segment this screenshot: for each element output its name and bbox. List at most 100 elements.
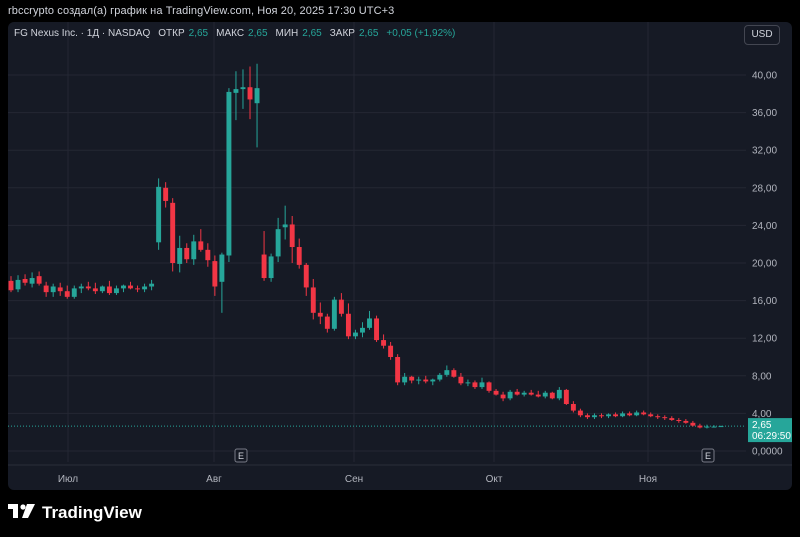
price-tick-label: 8,00 (752, 371, 772, 382)
candle-up (268, 253, 274, 282)
candle-down (303, 263, 309, 296)
candle-down (472, 380, 478, 389)
candle-body (8, 280, 14, 291)
candle-down (423, 375, 429, 384)
price-tick-label: 32,00 (752, 146, 777, 157)
candle-up (219, 252, 225, 313)
candle-body (465, 382, 471, 384)
candle-down (500, 391, 506, 402)
chart-panel[interactable]: 0,0000 4,00 8,00 12,00 16,00 20,00 24,00 28,00 3… (8, 22, 792, 490)
candle-body (324, 316, 330, 329)
candle-body (43, 285, 49, 293)
candle-body (395, 357, 401, 383)
candle-body (92, 288, 98, 292)
candle-up (15, 275, 21, 293)
candle-body (402, 376, 408, 383)
candle-down (683, 419, 689, 424)
change-value: +0,05 (+1,92%) (386, 28, 456, 39)
candle-up (142, 283, 148, 293)
candle-body (135, 288, 140, 290)
candle-up (704, 424, 710, 429)
earnings-marker-box (234, 448, 248, 463)
candle-body (592, 415, 597, 418)
candle-body (697, 425, 703, 428)
candle-body (85, 286, 91, 289)
candle-body (50, 286, 56, 293)
candle-body (662, 417, 668, 419)
candle-down (641, 410, 647, 416)
candle-up (156, 178, 162, 250)
tradingview-logo-icon (8, 503, 36, 523)
candle-body (219, 254, 225, 282)
candle-body (493, 390, 499, 395)
candle-down (613, 412, 619, 418)
candle-down (247, 66, 253, 120)
grid-lines (8, 22, 792, 466)
candle-body (409, 376, 415, 381)
candle-down (528, 389, 534, 396)
candle-body (268, 256, 274, 279)
candle-down (43, 281, 49, 297)
candle-body (240, 87, 246, 90)
time-tick-label: Сен (345, 474, 363, 485)
candle-body (634, 412, 640, 416)
candle-down (514, 388, 520, 396)
price-tick-label: 12,00 (752, 334, 777, 345)
price-tick-label: 28,00 (752, 183, 777, 194)
candle-down (669, 416, 675, 421)
time-tick-label: Окт (486, 474, 503, 485)
candle-up (226, 88, 232, 263)
candle-down (317, 302, 323, 325)
candle-down (451, 368, 457, 378)
candle-up (444, 365, 450, 377)
candle-down (676, 418, 682, 423)
candle-down (388, 341, 394, 360)
chart-caption: rbccrypto создал(а) график на TradingVie… (8, 5, 395, 17)
candle-up (99, 285, 105, 294)
candle-up (479, 377, 485, 389)
close-value: 2,65 (358, 28, 379, 39)
candle-up (620, 411, 626, 418)
candle-body (177, 247, 183, 264)
candle-body (303, 264, 309, 288)
candle-body (648, 414, 654, 417)
candle-body (345, 313, 351, 337)
candle-body (584, 415, 590, 418)
candle-up (416, 376, 422, 385)
candle-down (205, 243, 211, 267)
currency-button[interactable]: USD (744, 25, 780, 45)
candle-body (669, 418, 675, 420)
candle-body (261, 254, 267, 279)
candle-body (641, 412, 647, 415)
candle-down (577, 408, 583, 418)
candle-up (113, 285, 119, 295)
candle-down (535, 390, 541, 398)
candle-up (254, 63, 260, 148)
candle-down (627, 411, 633, 417)
time-tick-label: Июл (58, 474, 78, 485)
candle-down (486, 381, 492, 393)
candle-body (275, 229, 281, 257)
candle-body (99, 286, 105, 292)
candle-down (170, 198, 176, 272)
candle-down (493, 388, 499, 396)
price-tick-label: 40,00 (752, 71, 777, 82)
candle-up (282, 205, 288, 240)
candle-body (212, 261, 218, 287)
candle-down (212, 255, 218, 296)
candle-down (374, 315, 380, 342)
candles (8, 63, 724, 429)
candle-up (634, 410, 640, 417)
candle-up (556, 387, 562, 401)
candle-down (57, 282, 63, 296)
open-value: 2,65 (188, 28, 209, 39)
candle-body (64, 291, 70, 297)
candle-body (556, 389, 562, 399)
symbol-title[interactable]: FG Nexus Inc. · 1Д · NASDAQ (14, 28, 151, 39)
candle-body (535, 394, 541, 397)
candle-body (71, 288, 77, 297)
candle-down (64, 285, 70, 299)
candle-body (226, 91, 232, 256)
candle-down (662, 415, 668, 420)
candlestick-chart[interactable]: 0,0000 4,00 8,00 12,00 16,00 20,00 24,00 28,00 3… (8, 22, 792, 490)
